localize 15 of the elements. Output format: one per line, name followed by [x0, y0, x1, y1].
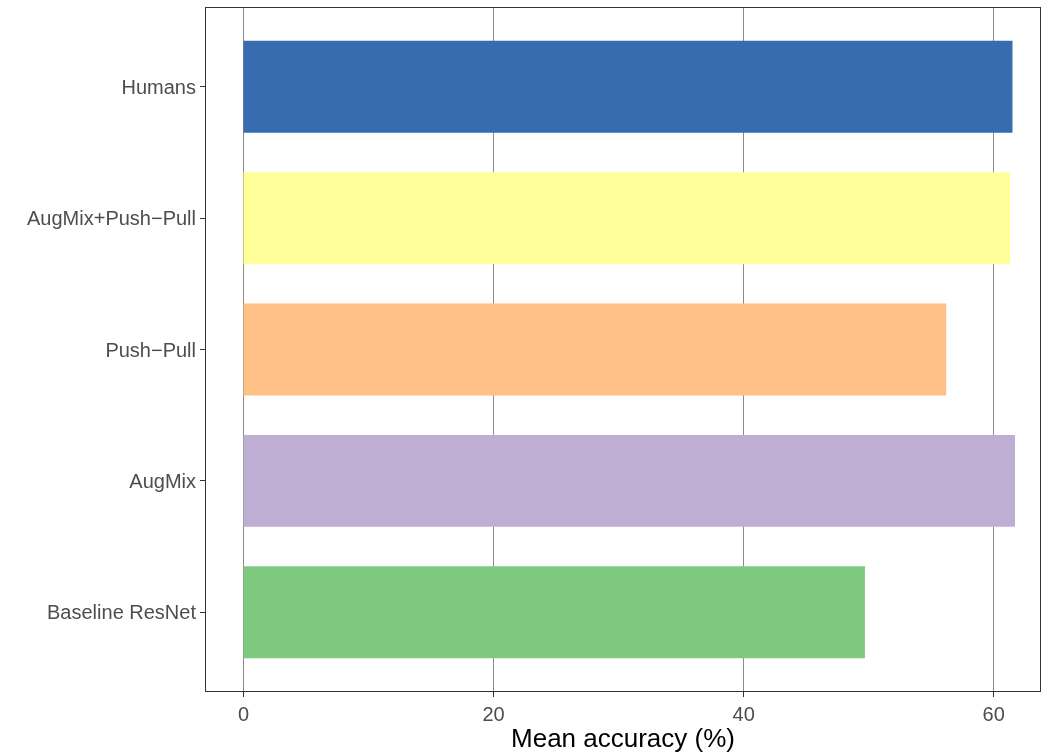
bar	[243, 566, 865, 659]
bar	[243, 303, 947, 396]
y-tick-label: Push−Pull	[105, 338, 196, 361]
y-tick-label: AugMix+Push−Pull	[27, 207, 196, 230]
bar	[243, 434, 1015, 527]
x-tick-label: 40	[732, 703, 755, 725]
y-tick-label: Humans	[121, 75, 196, 98]
y-tick-label: Baseline ResNet	[47, 601, 197, 624]
x-axis-title: Mean accuracy (%)	[511, 723, 735, 753]
x-tick-label: 20	[482, 703, 505, 725]
x-tick-label: 0	[237, 703, 250, 725]
y-tick-label: AugMix	[129, 469, 196, 492]
bar	[243, 172, 1010, 265]
bar	[243, 40, 1013, 133]
x-tick-label: 60	[982, 703, 1005, 725]
